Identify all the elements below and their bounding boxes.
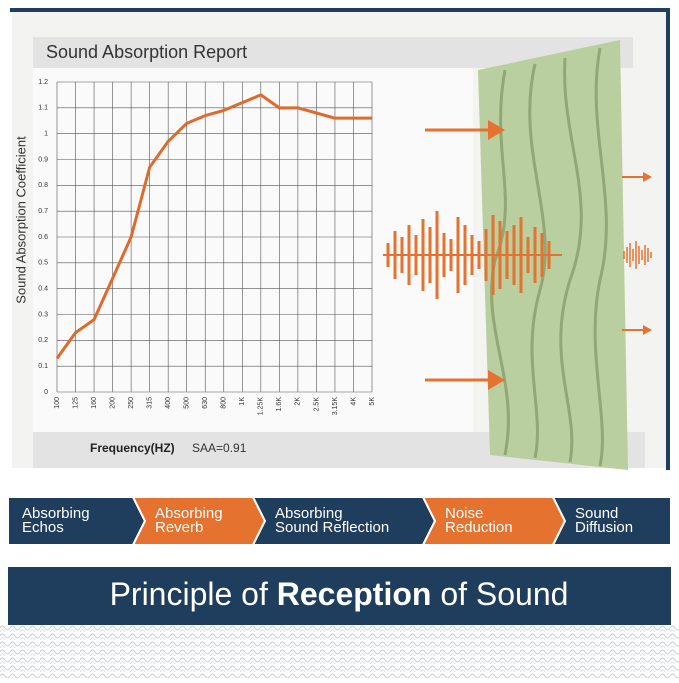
x-tick-label: 250 — [128, 397, 135, 409]
banner-part: of Sound — [431, 576, 568, 612]
x-tick-label: 200 — [109, 397, 116, 409]
y-axis-label: Sound Absorption Coefficient — [13, 136, 28, 304]
banner-part: Reception — [277, 576, 432, 612]
banner — [8, 567, 671, 625]
y-tick-label: 0.5 — [38, 260, 48, 267]
feature-label: Reduction — [445, 519, 513, 536]
feature-label: Absorbing — [155, 505, 223, 522]
x-tick-label: 160 — [91, 397, 98, 409]
x-tick-label: 5K — [369, 397, 376, 406]
x-tick-label: 1.6K — [276, 397, 283, 412]
y-tick-label: 0.7 — [38, 208, 48, 215]
y-tick-label: 1.2 — [38, 79, 48, 86]
x-tick-label: 315 — [146, 397, 153, 409]
feature-label: Reverb — [155, 519, 203, 536]
y-tick-label: 0.1 — [38, 363, 48, 370]
frame — [10, 8, 670, 470]
y-tick-label: 0 — [44, 389, 48, 396]
chart-title: Sound Absorption Report — [46, 42, 247, 62]
x-tick-label: 500 — [184, 397, 191, 409]
x-tick-label: 1K — [239, 397, 246, 406]
x-tick-label: 2K — [295, 397, 302, 406]
y-tick-label: 0.8 — [38, 182, 48, 189]
x-tick-label: 125 — [72, 397, 79, 409]
y-tick-label: 0.4 — [38, 286, 48, 293]
x-tick-label: 100 — [54, 397, 61, 409]
x-axis-label: Frequency(HZ) — [90, 441, 175, 455]
banner-part: Principle of — [110, 576, 277, 612]
y-tick-label: 0.2 — [38, 337, 48, 344]
y-tick-label: 0.6 — [38, 234, 48, 241]
x-tick-label: 4K — [350, 397, 357, 406]
feature-chevron — [551, 496, 672, 546]
feature-label: Noise — [445, 505, 483, 522]
y-tick-label: 0.9 — [38, 156, 48, 163]
pattern — [0, 625, 679, 678]
feature-label: Echos — [22, 519, 64, 536]
feature-label: Sound Reflection — [275, 519, 389, 536]
annotation: SAA=0.91 — [192, 441, 247, 455]
x-tick-label: 3.15K — [332, 397, 339, 416]
x-tick-label: 1.25K — [258, 397, 265, 416]
chart-bg — [33, 68, 473, 432]
y-tick-label: 0.3 — [38, 311, 48, 318]
x-tick-label: 800 — [221, 397, 228, 409]
panel-illustration — [383, 40, 652, 470]
y-tick-label: 1 — [44, 131, 48, 138]
x-tick-label: 630 — [202, 397, 209, 409]
feature-label: Sound — [575, 505, 618, 522]
x-tick-label: 400 — [165, 397, 172, 409]
data-line — [55, 93, 372, 360]
banner-title: Principle of Reception of Sound — [110, 576, 569, 612]
feature-label: Absorbing — [275, 505, 343, 522]
x-tick-label: 2.5K — [313, 397, 320, 412]
feature-label: Diffusion — [575, 519, 633, 536]
y-tick-label: 1.1 — [38, 105, 48, 112]
feature-label: Absorbing — [22, 505, 90, 522]
